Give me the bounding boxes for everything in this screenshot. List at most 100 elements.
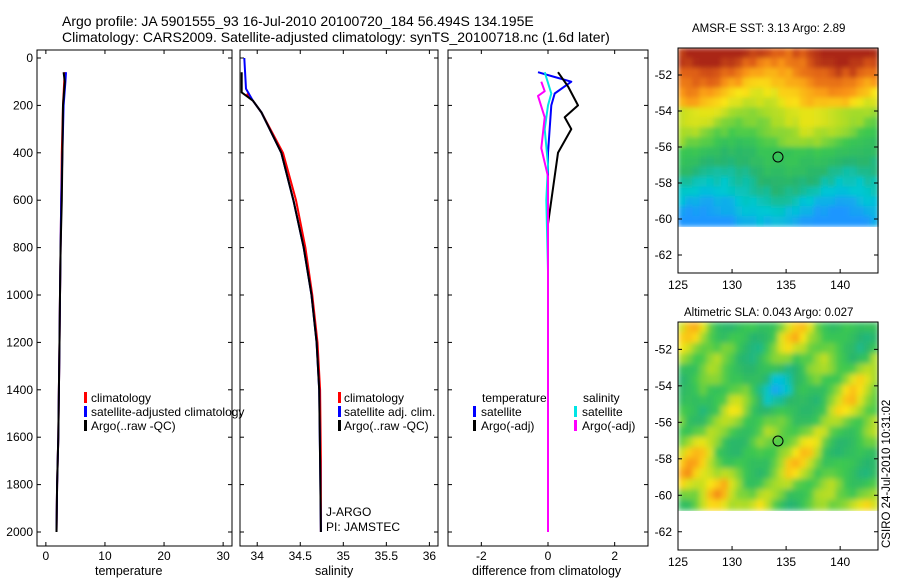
heatmap-cell (835, 48, 843, 59)
heatmap-cell (756, 416, 765, 428)
heatmap-cell (728, 363, 736, 375)
heatmap-cell (706, 426, 715, 438)
legend-swatch-climatology (338, 392, 341, 403)
heatmap-cell (813, 374, 822, 386)
heatmap-cell (742, 176, 751, 188)
heatmap-cell (828, 468, 836, 480)
heatmap-cell (678, 77, 686, 89)
heatmap-cell (863, 322, 872, 334)
heatmap-cell (806, 48, 815, 59)
heatmap-cell (735, 137, 743, 148)
heatmap-cell (785, 107, 793, 118)
heatmap-cell (856, 468, 865, 480)
heatmap-cell (678, 416, 686, 428)
heatmap-cell (720, 332, 729, 344)
heatmap-cell (763, 384, 772, 396)
heatmap-cell (870, 137, 879, 148)
heatmap-cell (870, 166, 879, 178)
heatmap-cell (763, 156, 772, 168)
heatmap-cell (863, 176, 872, 188)
heatmap-cell (806, 87, 815, 99)
heatmap-cell (706, 395, 715, 407)
heatmap-cell (678, 146, 686, 158)
heatmap-cell (678, 137, 686, 148)
heatmap-cell (706, 97, 715, 109)
heatmap-cell (813, 186, 822, 198)
heatmap-cell (813, 87, 822, 99)
heatmap-cell (706, 478, 715, 490)
lon-tick-label: 135 (776, 278, 796, 292)
heatmap-cell (749, 117, 758, 128)
heatmap-cell (828, 374, 836, 386)
heatmap-cell (692, 416, 701, 428)
heatmap-cell (799, 176, 808, 188)
heatmap-cell (828, 196, 836, 207)
heatmap-cell (813, 395, 822, 407)
heatmap-cell (785, 206, 793, 217)
heatmap-cell (749, 87, 758, 99)
heatmap-cell (863, 97, 872, 109)
heatmap-cell (713, 405, 722, 417)
heatmap-cell (863, 384, 872, 396)
heatmap-cell (742, 137, 751, 148)
heatmap-cell (770, 97, 779, 109)
heatmap-cell (742, 67, 751, 79)
heatmap-cell (828, 97, 836, 109)
heatmap-cell (713, 67, 722, 79)
heatmap-cell (842, 478, 851, 490)
heatmap-cell (785, 117, 793, 128)
heatmap-cell (785, 67, 793, 79)
heatmap-cell (806, 478, 815, 490)
heatmap-cell (713, 447, 722, 459)
heatmap-cell (842, 206, 851, 217)
heatmap-cell (756, 196, 765, 207)
heatmap-cell (749, 405, 758, 417)
heatmap-cell (678, 322, 686, 334)
heatmap-cell (806, 186, 815, 198)
heatmap-cell (749, 489, 758, 501)
heatmap-cell (756, 156, 765, 168)
heatmap-cell (799, 468, 808, 480)
heatmap-cell (806, 457, 815, 469)
heatmap-cell (713, 499, 722, 511)
heatmap-cell (685, 395, 693, 407)
heatmap-cell (706, 363, 715, 375)
heatmap-cell (813, 363, 822, 375)
heatmap-cell (720, 405, 729, 417)
heatmap-cell (842, 395, 851, 407)
heatmap-cell (835, 322, 843, 334)
heatmap-cell (692, 137, 701, 148)
heatmap-cell (820, 87, 829, 99)
heatmap-cell (770, 342, 779, 355)
heatmap-cell (685, 137, 693, 148)
heatmap-cell (728, 468, 736, 480)
heatmap-cell (720, 117, 729, 128)
heatmap-cell (735, 384, 743, 396)
heatmap-cell (706, 384, 715, 396)
heatmap-cell (678, 478, 686, 490)
heatmap-cell (820, 196, 829, 207)
heatmap-cell (756, 332, 765, 344)
heatmap-cell (835, 216, 843, 227)
heatmap-cell (735, 107, 743, 118)
heatmap-cell (835, 206, 843, 217)
heatmap-cell (842, 48, 851, 59)
heatmap-cell (706, 322, 715, 334)
heatmap-cell (770, 77, 779, 89)
heatmap-cell (749, 186, 758, 198)
salinity-xlabel: salinity (315, 564, 354, 578)
heatmap-cell (735, 156, 743, 168)
heatmap-cell (749, 332, 758, 344)
heatmap-cell (763, 67, 772, 79)
heatmap-cell (706, 186, 715, 198)
heatmap-cell (735, 416, 743, 428)
heatmap-cell (828, 489, 836, 501)
heatmap-cell (806, 447, 815, 459)
heatmap-cell (778, 67, 786, 79)
difference-legend: temperature salinity satellite Argo(-adj… (473, 391, 635, 433)
heatmap-cell (806, 332, 815, 344)
heatmap-cell (756, 77, 765, 89)
heatmap-cell (735, 196, 743, 207)
heatmap-cell (706, 405, 715, 417)
heatmap-cell (870, 342, 879, 355)
